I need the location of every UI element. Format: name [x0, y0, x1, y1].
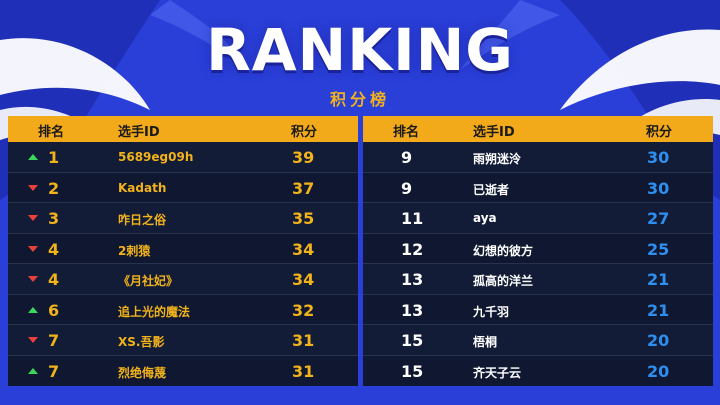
trend-up-icon: [28, 367, 38, 374]
table-row: 2 Kadath 37: [8, 172, 358, 203]
trend-up-icon: [28, 154, 38, 160]
player-name: 《月社妃》: [118, 274, 179, 288]
player-name: XS.吾影: [118, 335, 165, 349]
table-row: 15 梧桐 20: [363, 325, 713, 356]
score-value: 21: [647, 300, 670, 320]
ranking-list-left: 1 5689eg09h 39 2 Kadath 37 3 咋日之俗 35 4 2剌猿 34 4 《月社妃》…: [8, 142, 358, 386]
player-name: 齐天子云: [473, 365, 522, 380]
table-row: 12 幻想的彼方 25: [363, 233, 713, 264]
player-name: 孤高的洋兰: [473, 274, 534, 288]
table-row: 13 孤高的洋兰 21: [363, 264, 713, 295]
column-rank: 排名: [393, 125, 420, 140]
table-row: 3 咋日之俗 35: [8, 203, 358, 234]
trend-down-icon: [28, 184, 38, 191]
table-row: 4 《月社妃》 34: [8, 264, 358, 295]
score-value: 21: [647, 270, 670, 289]
player-name: 追上光的魔法: [118, 304, 191, 319]
player-name: 咋日之俗: [118, 213, 167, 227]
trend-down-icon: [28, 245, 38, 252]
score-value: 30: [647, 178, 670, 198]
player-name: 幻想的彼方: [473, 243, 534, 258]
rank-value: 1: [48, 148, 60, 167]
score-value: 30: [647, 148, 670, 167]
rank-value: 3: [48, 209, 60, 228]
table-row: 6 追上光的魔法 32: [8, 294, 358, 325]
column-score: 积分: [646, 125, 673, 140]
score-value: 20: [647, 361, 670, 381]
rank-value: 9: [401, 178, 413, 198]
page-title: RANKING: [206, 16, 514, 84]
rank-value: 15: [401, 331, 424, 350]
player-name: 已逝者: [473, 182, 510, 197]
player-name: Kadath: [118, 180, 167, 195]
player-name: 梧桐: [473, 335, 498, 349]
rank-value: 7: [48, 361, 60, 381]
ranking-list-right: 9 雨朔迷泠 30 9 已逝者 30 11 aya 27 12 幻想的彼方 25 13 孤高的洋兰 21 13…: [363, 142, 713, 386]
rank-value: 15: [401, 361, 424, 381]
player-name: 九千羽: [473, 304, 510, 319]
rank-value: 4: [48, 270, 60, 289]
table-row: 4 2剌猿 34: [8, 233, 358, 264]
score-value: 31: [292, 361, 315, 381]
table-row: 7 烈绝侮蔑 31: [8, 355, 358, 386]
score-value: 37: [292, 178, 315, 198]
score-value: 34: [292, 239, 315, 259]
player-name: 雨朔迷泠: [473, 152, 522, 166]
score-value: 27: [647, 209, 670, 228]
trend-down-icon: [28, 276, 38, 282]
table-row: 13 九千羽 21: [363, 294, 713, 325]
trend-up-icon: [28, 306, 38, 313]
player-name: aya: [473, 211, 497, 225]
column-player: 选手ID: [118, 125, 160, 140]
rank-value: 13: [401, 270, 424, 289]
rank-value: 6: [48, 300, 60, 320]
rank-value: 13: [401, 300, 424, 320]
ranking-panel-right: 排名 选手ID 积分 9 雨朔迷泠 30 9 已逝者 30 11 aya 27 12 幻想的彼方 25…: [363, 116, 713, 386]
column-rank: 排名: [38, 125, 65, 140]
score-value: 32: [292, 300, 315, 320]
player-name: 5689eg09h: [118, 150, 194, 164]
table-row: 9 雨朔迷泠 30: [363, 142, 713, 173]
table-header: 排名 选手ID 积分: [363, 116, 713, 142]
score-value: 34: [292, 270, 315, 289]
column-player: 选手ID: [473, 125, 515, 140]
table-row: 1 5689eg09h 39: [8, 142, 358, 173]
player-name: 烈绝侮蔑: [118, 365, 167, 380]
table-row: 11 aya 27: [363, 203, 713, 234]
trend-down-icon: [28, 215, 38, 221]
trend-down-icon: [28, 337, 38, 343]
rank-value: 9: [401, 148, 413, 167]
table-row: 15 齐天子云 20: [363, 355, 713, 386]
column-score: 积分: [291, 125, 318, 140]
table-row: 9 已逝者 30: [363, 172, 713, 203]
score-value: 31: [292, 331, 315, 350]
rank-value: 7: [48, 331, 60, 350]
score-value: 35: [292, 209, 315, 228]
score-value: 25: [647, 239, 670, 259]
ranking-panel-left: 排名 选手ID 积分 1 5689eg09h 39 2 Kadath 37 3 咋日之俗 35 4…: [8, 116, 358, 386]
score-value: 39: [292, 148, 315, 167]
rank-value: 2: [48, 178, 60, 198]
page-subtitle: 积分榜: [329, 90, 390, 109]
rank-value: 11: [401, 209, 424, 228]
score-value: 20: [647, 331, 670, 350]
table-header: 排名 选手ID 积分: [8, 116, 358, 142]
table-row: 7 XS.吾影 31: [8, 325, 358, 356]
rank-value: 4: [48, 239, 60, 259]
player-name: 2剌猿: [118, 243, 151, 258]
rank-value: 12: [401, 239, 424, 259]
